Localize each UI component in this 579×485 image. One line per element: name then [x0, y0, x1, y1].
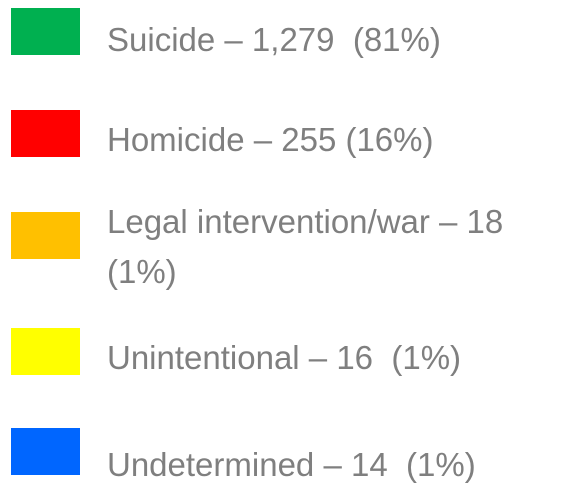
legend-label: Unintentional – 16 (1%) [107, 339, 462, 376]
swatch [11, 110, 80, 157]
legend-label: Homicide – 255 (16%) [107, 121, 434, 158]
legend-label: Suicide – 1,279 (81%) [107, 21, 441, 58]
legend-label: Undetermined – 14 (1%) [107, 446, 476, 483]
swatch [11, 328, 80, 375]
swatch [11, 212, 80, 259]
legend-label: Legal intervention/war – 18 (1%) [107, 203, 513, 290]
swatch [11, 428, 80, 475]
swatch [11, 8, 80, 55]
